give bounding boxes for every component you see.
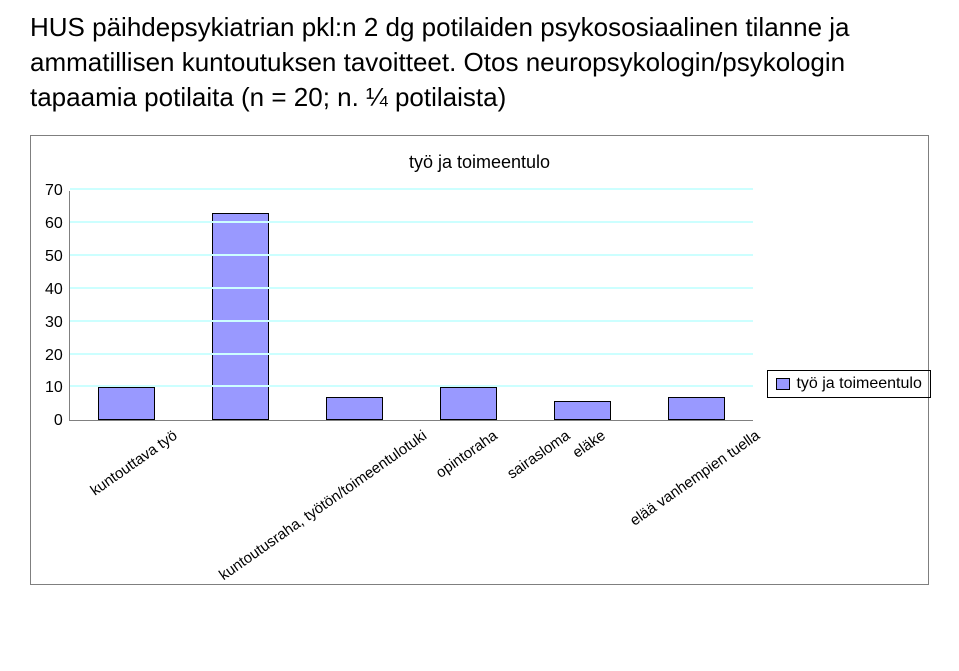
y-tick-label: 70 <box>45 183 63 199</box>
y-tick-label: 30 <box>45 315 63 331</box>
chart-container: työ ja toimeentulo 70 60 50 40 30 20 10 0 kunto… <box>30 135 929 585</box>
gridline <box>70 320 754 322</box>
x-axis-labels: kuntouttava työkuntoutusraha, työtön/toi… <box>69 421 754 576</box>
gridline <box>70 385 754 387</box>
y-tick-label: 0 <box>54 413 63 429</box>
x-label-slot: opintoraha <box>420 421 491 576</box>
y-tick-label: 60 <box>45 216 63 232</box>
y-axis: 70 60 50 40 30 20 10 0 <box>45 183 69 429</box>
gridline <box>70 287 754 289</box>
chart-row: 706050403020100 kuntouttava työkuntoutus… <box>45 191 914 576</box>
x-label-slot: elää vanhempien tuella <box>599 421 753 576</box>
bar <box>212 213 269 420</box>
y-tick-label: 40 <box>45 282 63 298</box>
x-label-slot: kuntouttava työ <box>69 421 171 576</box>
page-title: HUS päihdepsykiatrian pkl:n 2 dg potilai… <box>30 10 929 115</box>
y-tick-label: 20 <box>45 348 63 364</box>
title-line-3: tapaamia potilaita (n = 20; n. ¼ potilai… <box>30 82 506 112</box>
plot-wrap: kuntouttava työkuntoutusraha, työtön/toi… <box>69 191 754 576</box>
y-tick-label: 50 <box>45 249 63 265</box>
legend-label: työ ja toimeentulo <box>796 375 921 393</box>
y-tick-label: 10 <box>45 380 63 396</box>
gridline <box>70 221 754 223</box>
chart-title: työ ja toimeentulo <box>45 152 914 173</box>
bar <box>440 387 497 420</box>
legend: työ ja toimeentulo <box>767 370 930 398</box>
title-line-2: ammatillisen kuntoutuksen tavoitteet. Ot… <box>30 47 845 77</box>
x-label: kuntouttava työ <box>87 427 180 499</box>
x-label-slot: kuntoutusraha, työtön/toimeentulotuki <box>171 421 420 576</box>
plot-area <box>69 191 754 421</box>
gridline <box>70 254 754 256</box>
x-label: elää vanhempien tuella <box>627 427 763 529</box>
x-label-slot: sairasloma <box>491 421 564 576</box>
x-label-slot: eläke <box>563 421 599 576</box>
bar <box>98 387 155 420</box>
gridline <box>70 188 754 190</box>
legend-swatch <box>776 378 790 390</box>
bar <box>668 397 725 420</box>
title-line-1: HUS päihdepsykiatrian pkl:n 2 dg potilai… <box>30 12 850 42</box>
x-label: kuntoutusraha, työtön/toimeentulotuki <box>216 427 430 584</box>
gridline <box>70 353 754 355</box>
bar <box>554 401 611 421</box>
bar <box>326 397 383 420</box>
